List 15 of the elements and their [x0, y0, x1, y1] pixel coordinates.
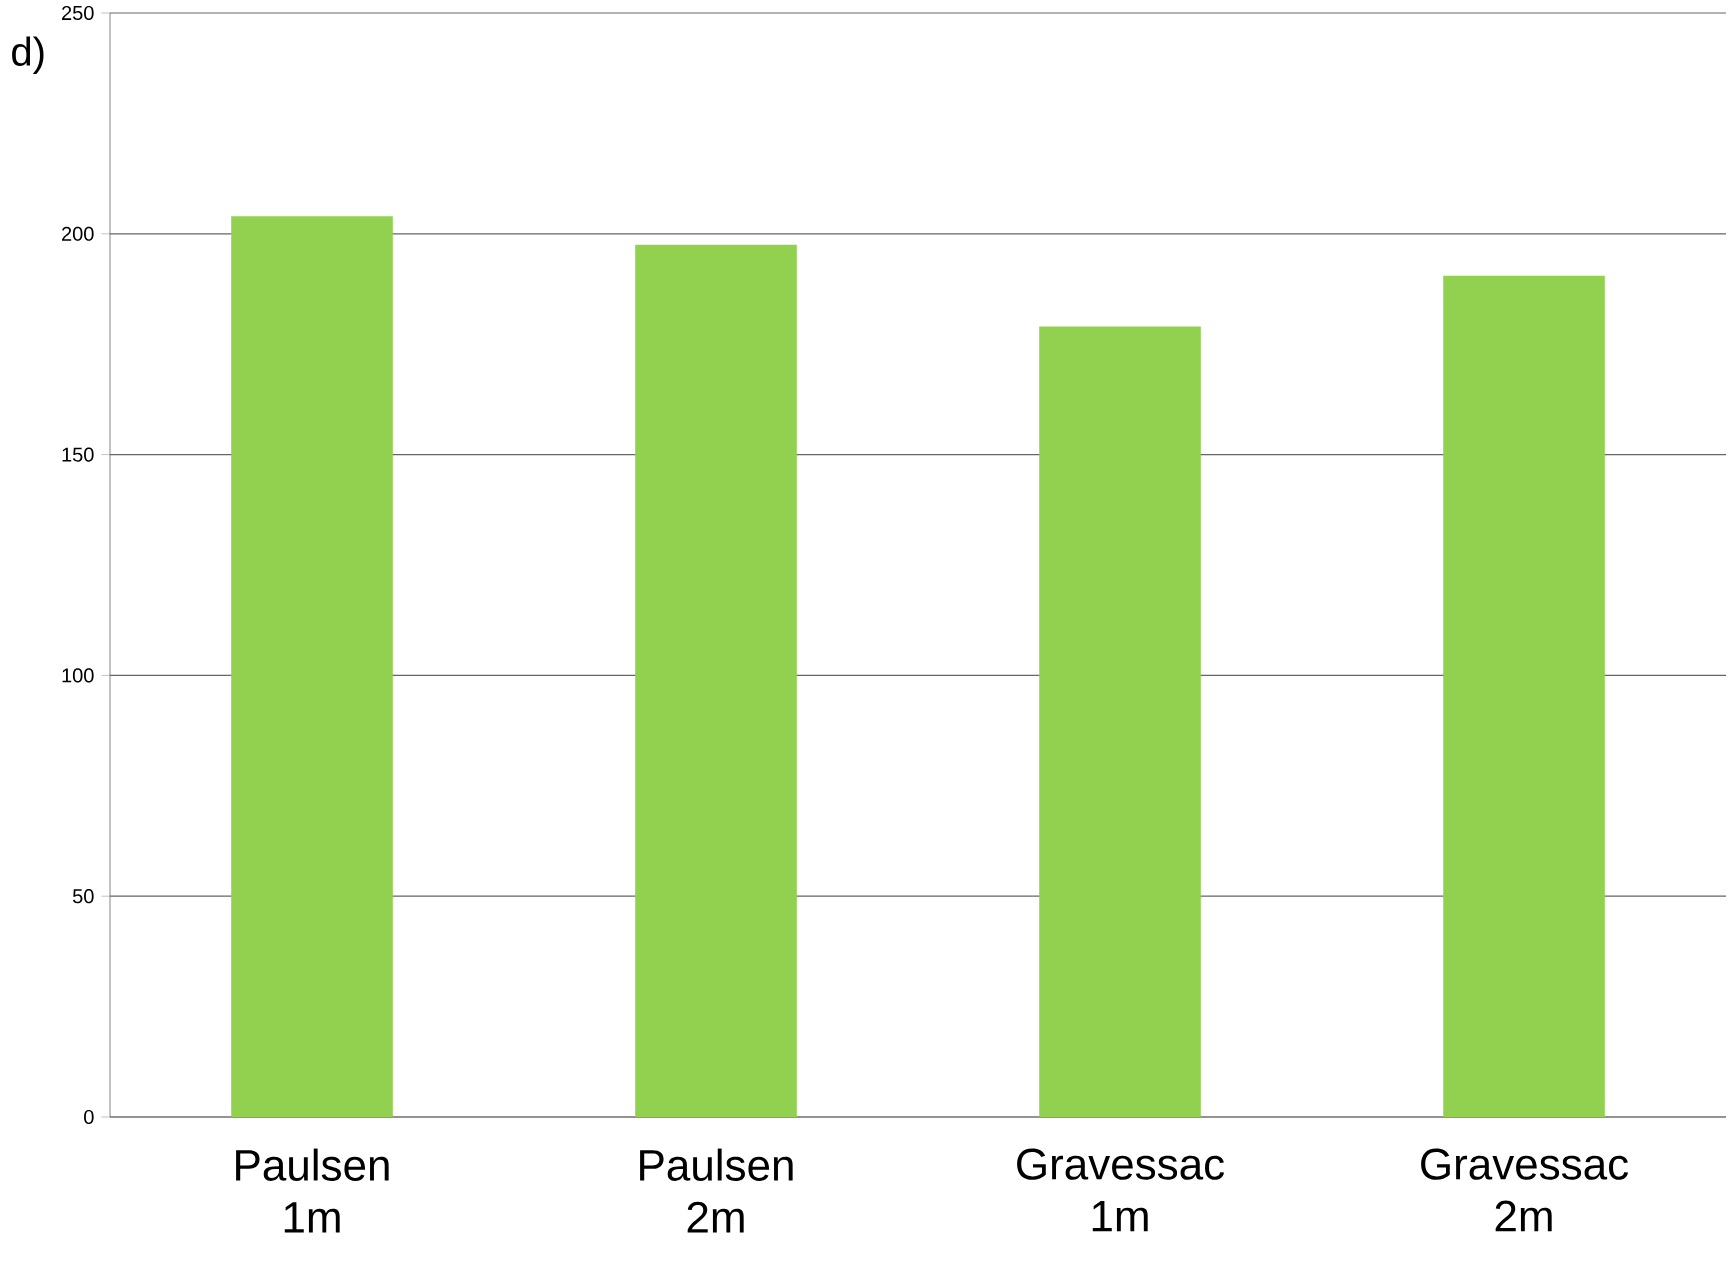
bar [1039, 326, 1201, 1117]
x-tick-label: Gravessac 1m [1017, 1148, 1224, 1232]
bar [1443, 275, 1605, 1117]
x-tick-label: Paulsen 2m [640, 1148, 793, 1233]
x-tick-label: Gravessac 2m [1421, 1148, 1628, 1232]
y-tick-label: 0 [84, 1109, 94, 1125]
text: d) [12, 36, 44, 74]
bar [635, 244, 797, 1117]
x-tick-label: Paulsen 1m [236, 1148, 389, 1233]
y-tick-label: 150 [62, 447, 94, 462]
y-tick-label: 100 [62, 668, 94, 683]
y-tick-label: 250 [62, 5, 94, 21]
y-tick-label: 200 [62, 226, 94, 241]
bar [231, 216, 393, 1117]
y-tick-label: 50 [72, 889, 94, 904]
